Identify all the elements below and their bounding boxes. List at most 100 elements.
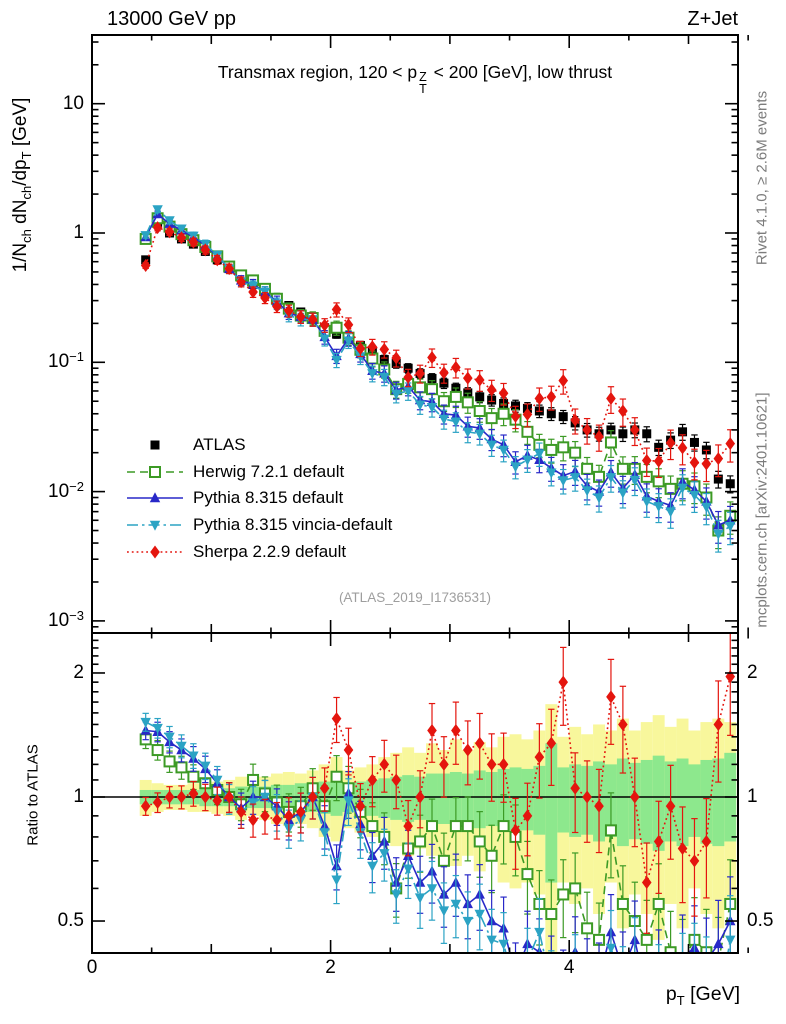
triangle-down-marker [212,775,223,786]
triangle-down-marker [486,935,497,946]
triangle-down-marker [558,997,568,1007]
diamond-marker [295,310,306,324]
diamond-marker [355,341,366,355]
triangle-down-marker [379,372,390,383]
triangle-down-marker [642,1008,652,1018]
triangle-down-marker [176,224,187,235]
triangle-down-marker [402,864,414,875]
open-square-marker [414,835,427,848]
triangle-up-marker [510,969,520,979]
open-square-marker [497,407,510,420]
open-square-marker [414,381,427,394]
diamond-marker [546,390,557,404]
triangle-down-marker [629,475,641,486]
diamond-marker [725,437,736,451]
diamond-marker [653,834,664,848]
inner-band-bin [402,775,415,822]
diamond-marker [427,724,437,738]
legend-item-vincia: Pythia 8.315 vincia-default [126,512,392,539]
header-left-label: 13000 GeV pp [107,8,236,30]
diamond-marker [510,409,521,423]
open-square-marker [569,882,582,895]
diamond-marker [486,757,497,771]
square-marker [689,437,699,447]
open-square-marker [163,755,176,768]
open-square-marker [581,922,594,935]
diamond-marker [701,834,712,848]
diamond-marker [713,717,724,731]
open-square-marker [497,820,510,833]
diamond-marker [150,545,160,559]
diamond-marker [248,813,258,827]
diamond-marker [630,423,640,437]
diamond-marker [319,318,330,332]
ratio-y-tick-label-right: 0.5 [747,910,774,932]
triangle-down-marker [164,732,175,743]
triangle-down-marker [414,893,426,904]
diamond-marker [379,757,390,771]
open-square-marker [175,761,188,774]
open-square-marker [713,956,723,966]
triangle-down-marker [426,884,438,895]
triangle-down-marker [331,875,342,886]
sherpa-marker-icon [127,545,183,559]
triangle-down-marker [558,476,569,487]
legend-label: Herwig 7.2.1 default [193,461,345,481]
diamond-marker [641,453,652,467]
diamond-marker [176,231,187,245]
diamond-marker [176,790,187,804]
triangle-down-marker [653,981,663,991]
triangle-up-marker [713,938,724,949]
triangle-down-marker [618,981,628,991]
triangle-down-marker [343,796,354,807]
diamond-marker [606,391,616,405]
diamond-marker [403,370,413,384]
diamond-marker [164,790,175,804]
diamond-marker [212,253,223,267]
triangle-down-marker [152,723,163,734]
diamond-marker [331,303,342,317]
square-marker [403,363,413,373]
triangle-down-marker [581,486,593,497]
diamond-marker [630,790,640,804]
square-marker [618,429,628,439]
open-square-marker [437,854,450,867]
inner-band-bin [378,778,391,818]
diamond-marker [260,291,270,305]
triangle-down-marker [367,369,378,380]
triangle-down-marker [438,906,450,917]
diamond-marker [164,225,175,239]
triangle-down-marker [677,971,687,981]
triangle-down-marker [474,429,485,440]
diamond-marker [522,407,533,421]
open-square-marker [151,744,164,757]
legend: ATLAS Herwig 7.2.1 default Pythia 8.315 de… [126,432,392,565]
legend-item-atlas: ATLAS [126,432,392,459]
open-square-marker [149,465,161,478]
diamond-marker [272,300,282,314]
pythia-marker-icon [127,492,183,503]
square-marker [654,442,664,452]
diamond-marker [152,221,163,235]
ratio-y-tick-label: 2 [73,661,84,683]
open-square-marker [557,441,570,454]
triangle-down-marker [414,400,426,411]
triangle-down-marker [438,414,450,425]
open-square-marker [485,849,498,862]
diamond-marker [594,799,604,813]
diamond-marker [152,795,163,809]
diamond-marker [439,366,449,380]
triangle-down-marker [391,389,402,400]
diamond-marker [391,351,402,365]
open-square-marker [604,436,617,449]
square-marker [725,479,735,489]
diamond-marker [188,786,199,800]
x-tick-label: 2 [325,957,336,978]
triangle-down-marker [176,741,187,752]
diamond-marker [618,404,628,418]
open-square-marker [449,820,462,833]
ratio-series-sherpa [140,633,736,934]
diamond-marker [427,350,437,364]
diamond-marker [641,876,652,890]
